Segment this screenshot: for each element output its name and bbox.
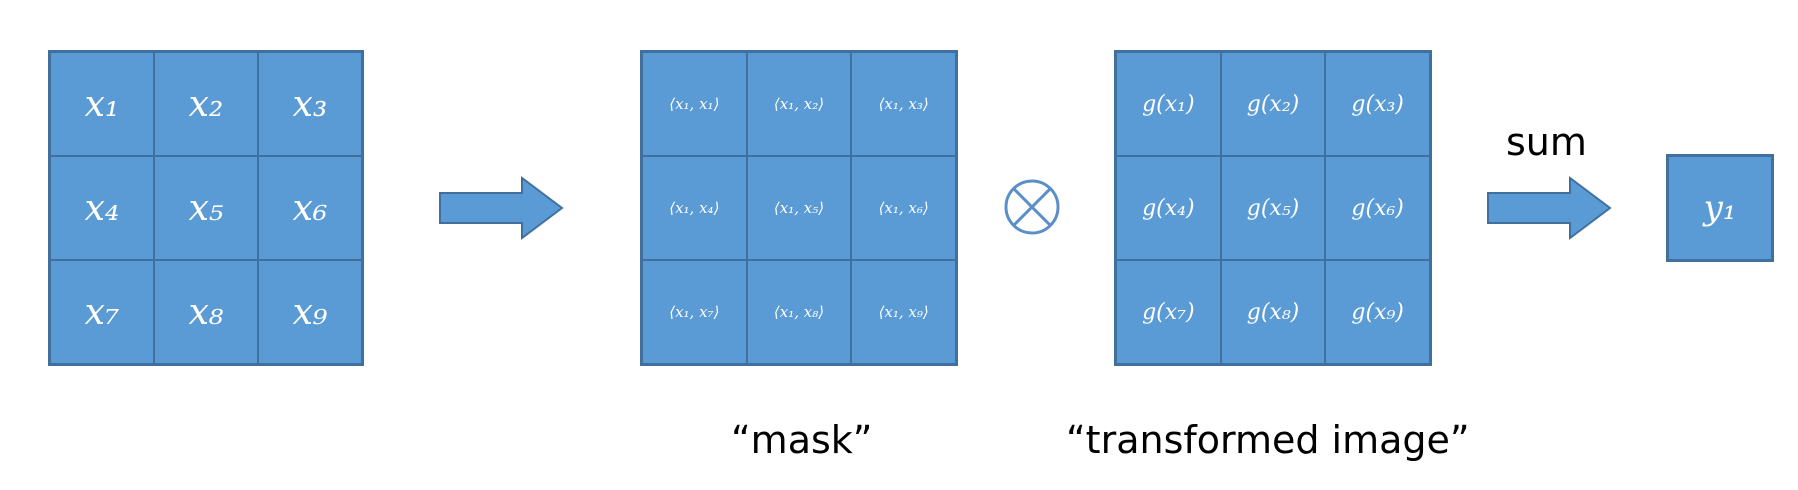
input-cell: x₁ (50, 52, 154, 156)
transformed-cell: g(x₈) (1220, 260, 1326, 364)
transformed-image-caption: “transformed image” (1066, 418, 1470, 462)
input-cell: x₃ (258, 52, 362, 156)
right-arrow-icon (1487, 176, 1612, 240)
transformed-cell: g(x₇) (1116, 260, 1221, 364)
mask-cell: ⟨x₁, x₇⟩ (642, 260, 747, 364)
transformed-cell: g(x₅) (1220, 156, 1326, 260)
right-arrow-icon (439, 176, 564, 240)
input-cell: x₇ (50, 260, 154, 364)
input-cell: x₂ (154, 52, 258, 156)
output-cell-box: y₁ (1666, 154, 1774, 262)
mask-cell: ⟨x₁, x₂⟩ (746, 52, 852, 156)
transformed-cell: g(x₉) (1325, 260, 1430, 364)
mask-cell: ⟨x₁, x₅⟩ (746, 156, 852, 260)
output-cell: y₁ (1668, 156, 1772, 260)
mask-cell: ⟨x₁, x₆⟩ (851, 156, 956, 260)
mask-caption: “mask” (731, 418, 873, 462)
mask-cell: ⟨x₁, x₄⟩ (642, 156, 747, 260)
input-cell: x₄ (50, 156, 154, 260)
transformed-cell: g(x₃) (1325, 52, 1430, 156)
transformed-cell: g(x₁) (1116, 52, 1221, 156)
mask-cell: ⟨x₁, x₁⟩ (642, 52, 747, 156)
circled-times-icon (1004, 179, 1060, 235)
mask-grid: ⟨x₁, x₁⟩ ⟨x₁, x₂⟩ ⟨x₁, x₃⟩ ⟨x₁, x₄⟩ ⟨x₁,… (640, 50, 958, 366)
input-cell: x₆ (258, 156, 362, 260)
transformed-cell: g(x₄) (1116, 156, 1221, 260)
input-image-grid: x₁ x₂ x₃ x₄ x₅ x₆ x₇ x₈ x₉ (48, 50, 364, 366)
input-cell: x₈ (154, 260, 258, 364)
transformed-cell: g(x₆) (1325, 156, 1430, 260)
mask-cell: ⟨x₁, x₃⟩ (851, 52, 956, 156)
input-cell: x₉ (258, 260, 362, 364)
transformed-cell: g(x₂) (1220, 52, 1326, 156)
mask-cell: ⟨x₁, x₉⟩ (851, 260, 956, 364)
mask-cell: ⟨x₁, x₈⟩ (746, 260, 852, 364)
transformed-image-grid: g(x₁) g(x₂) g(x₃) g(x₄) g(x₅) g(x₆) g(x₇… (1114, 50, 1432, 366)
sum-label: sum (1506, 120, 1587, 164)
input-cell: x₅ (154, 156, 258, 260)
